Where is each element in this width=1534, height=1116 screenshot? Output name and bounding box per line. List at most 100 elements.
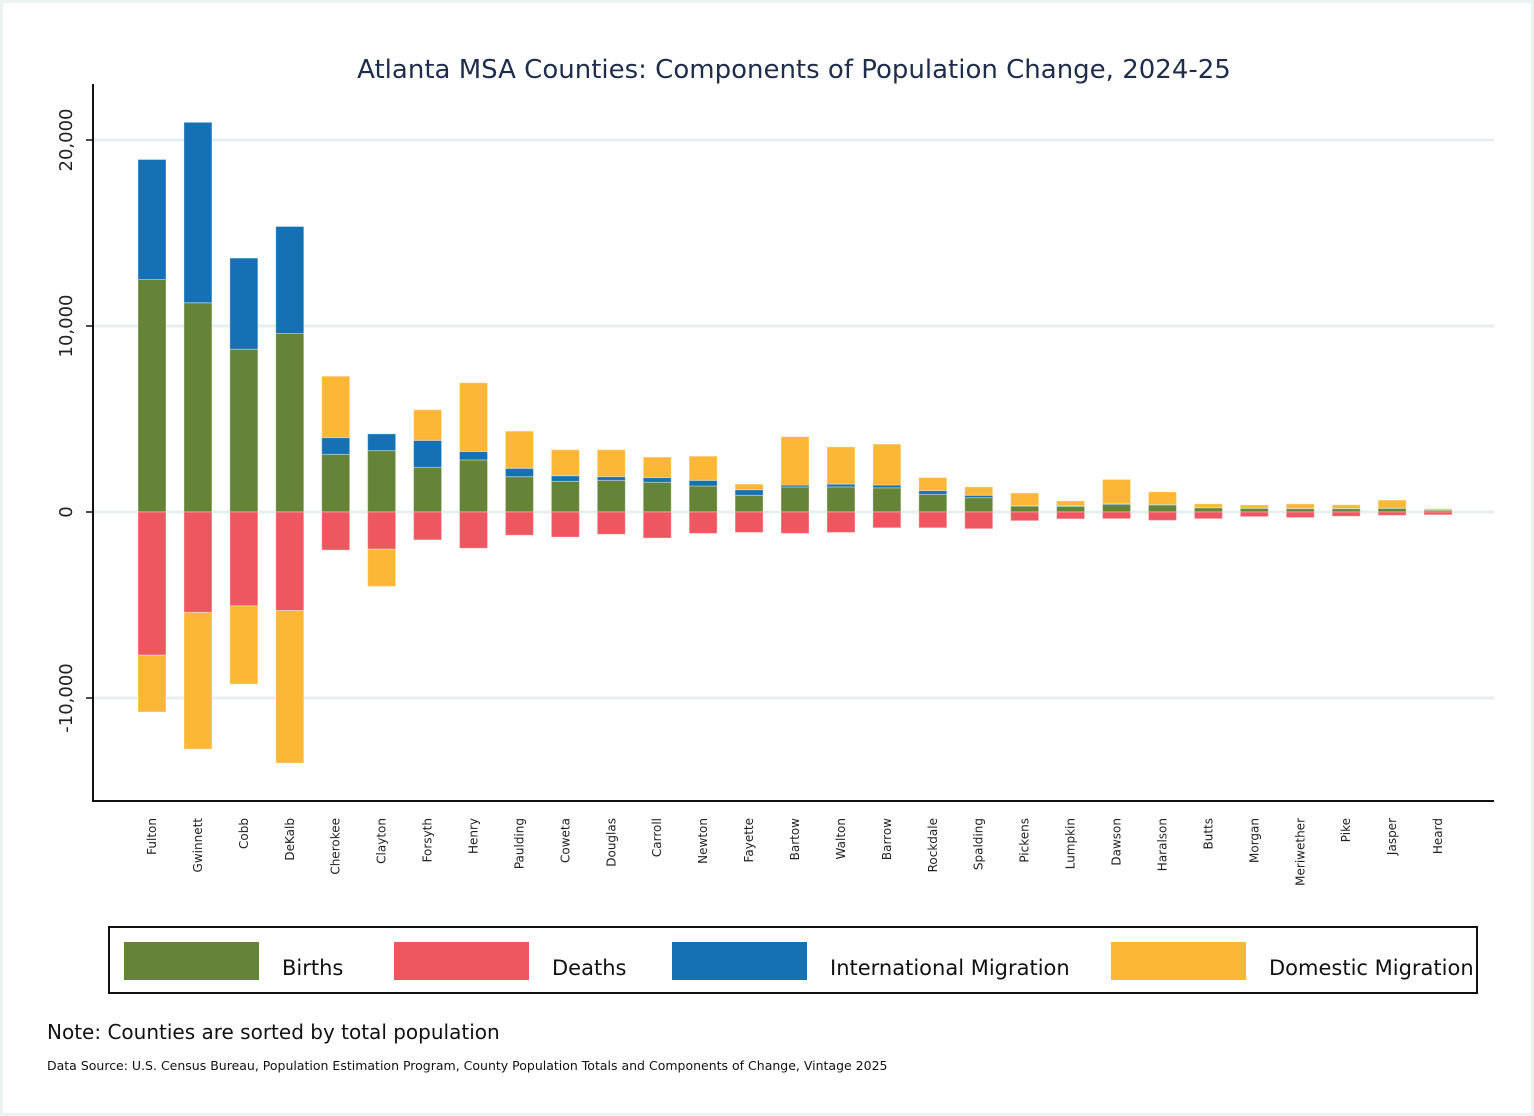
bar-births: [550, 480, 580, 513]
x-tick-label: Newton: [696, 818, 710, 864]
legend-label: Deaths: [552, 956, 627, 980]
bar-deaths: [872, 511, 902, 529]
legend: Births Deaths International Migration Do…: [108, 926, 1478, 994]
x-tick-label: Carroll: [650, 818, 664, 857]
y-tick-label: 0: [56, 506, 77, 517]
bar-births: [1239, 507, 1269, 513]
source-text: Data Source: U.S. Census Bureau, Populat…: [47, 1058, 888, 1073]
bar-births: [1147, 504, 1177, 513]
bar-domestic-migration: [413, 409, 443, 441]
bar-deaths: [275, 511, 305, 612]
bar-births: [1377, 507, 1407, 513]
bar-births: [872, 487, 902, 513]
bar-international-migration: [275, 225, 305, 334]
x-tick-label: Barrow: [880, 818, 894, 860]
bar-deaths: [459, 511, 489, 549]
x-tick-label: Douglas: [604, 818, 618, 867]
x-tick-label: Paulding: [512, 818, 526, 869]
x-tick-label: Butts: [1201, 818, 1215, 850]
bar-deaths: [596, 511, 626, 535]
bar-international-migration: [688, 479, 718, 487]
x-tick-label: Dawson: [1110, 818, 1124, 866]
bar-deaths: [1423, 511, 1453, 516]
bar-deaths: [1010, 511, 1040, 522]
bar-domestic-migration: [1423, 508, 1453, 511]
bar-births: [1331, 508, 1361, 513]
bar-domestic-migration: [1239, 504, 1269, 509]
bar-deaths: [918, 511, 948, 529]
bar-domestic-migration: [826, 446, 856, 485]
bar-deaths: [504, 511, 534, 536]
bar-international-migration: [137, 159, 167, 280]
bar-deaths: [1239, 511, 1269, 518]
bar-deaths: [688, 511, 718, 534]
bar-domestic-migration: [321, 375, 351, 439]
bar-deaths: [826, 511, 856, 533]
bars: [137, 121, 1453, 764]
legend-label: Domestic Migration: [1269, 956, 1474, 980]
x-tick-label: Cobb: [237, 818, 251, 849]
bar-births: [918, 493, 948, 513]
bar-births: [642, 481, 672, 513]
bar-births: [137, 279, 167, 513]
bar-domestic-migration: [1331, 504, 1361, 509]
bar-deaths: [1193, 511, 1223, 520]
y-tick-label: -10,000: [56, 663, 77, 732]
bar-births: [1010, 505, 1040, 513]
bar-births: [1285, 508, 1315, 513]
x-tick-label: Jasper: [1385, 818, 1399, 856]
bar-deaths: [1285, 511, 1315, 519]
x-tick-label: Spalding: [972, 818, 986, 870]
x-tick-label: Cherokee: [329, 818, 343, 875]
bar-domestic-migration: [964, 486, 994, 496]
bar-deaths: [964, 511, 994, 530]
x-tick-label: Morgan: [1247, 818, 1261, 863]
bar-deaths: [780, 511, 810, 534]
bar-births: [229, 348, 259, 513]
bar-international-migration: [504, 467, 534, 478]
axes: [92, 84, 1494, 802]
legend-label: Births: [282, 956, 344, 980]
x-tick-label: Fulton: [145, 818, 159, 855]
bar-deaths: [1102, 511, 1132, 520]
x-tick-label: Haralson: [1155, 818, 1169, 871]
bar-births: [413, 466, 443, 513]
x-tick-label: Henry: [467, 818, 481, 854]
bar-births: [275, 332, 305, 513]
y-ticks: -10,000 0 10,000 20,000: [56, 109, 93, 733]
x-tick-label: Meriwether: [1293, 818, 1307, 886]
legend-label: International Migration: [830, 956, 1070, 980]
bar-births: [1193, 507, 1223, 513]
bar-domestic-migration: [918, 477, 948, 492]
bar-deaths: [734, 511, 764, 533]
bar-domestic-migration: [275, 610, 305, 764]
bar-international-migration: [367, 433, 397, 452]
bar-international-migration: [596, 476, 626, 481]
bar-domestic-migration: [1147, 491, 1177, 506]
bar-international-migration: [321, 437, 351, 455]
x-tick-label: Forsyth: [421, 818, 435, 862]
bar-international-migration: [734, 489, 764, 496]
bar-births: [321, 453, 351, 513]
bar-deaths: [642, 511, 672, 539]
bar-deaths: [1331, 511, 1361, 517]
bar-births: [734, 494, 764, 513]
bar-births: [1056, 505, 1086, 513]
legend-swatch: [672, 942, 807, 980]
bar-deaths: [229, 511, 259, 607]
bar-births: [1102, 504, 1132, 513]
bar-international-migration: [229, 257, 259, 350]
x-tick-label: Bartow: [788, 818, 802, 861]
bar-domestic-migration: [1056, 500, 1086, 507]
bar-domestic-migration: [780, 436, 810, 486]
bar-international-migration: [872, 484, 902, 489]
bar-births: [596, 479, 626, 513]
x-tick-label: Pike: [1339, 818, 1353, 842]
x-tick-label: Lumpkin: [1064, 818, 1078, 869]
bar-deaths: [550, 511, 580, 538]
x-ticks: Fulton Gwinnett Cobb DeKalb Cherokee Clayton F…: [145, 818, 1445, 886]
bar-births: [780, 486, 810, 513]
bar-domestic-migration: [596, 449, 626, 478]
bar-domestic-migration: [1193, 503, 1223, 509]
